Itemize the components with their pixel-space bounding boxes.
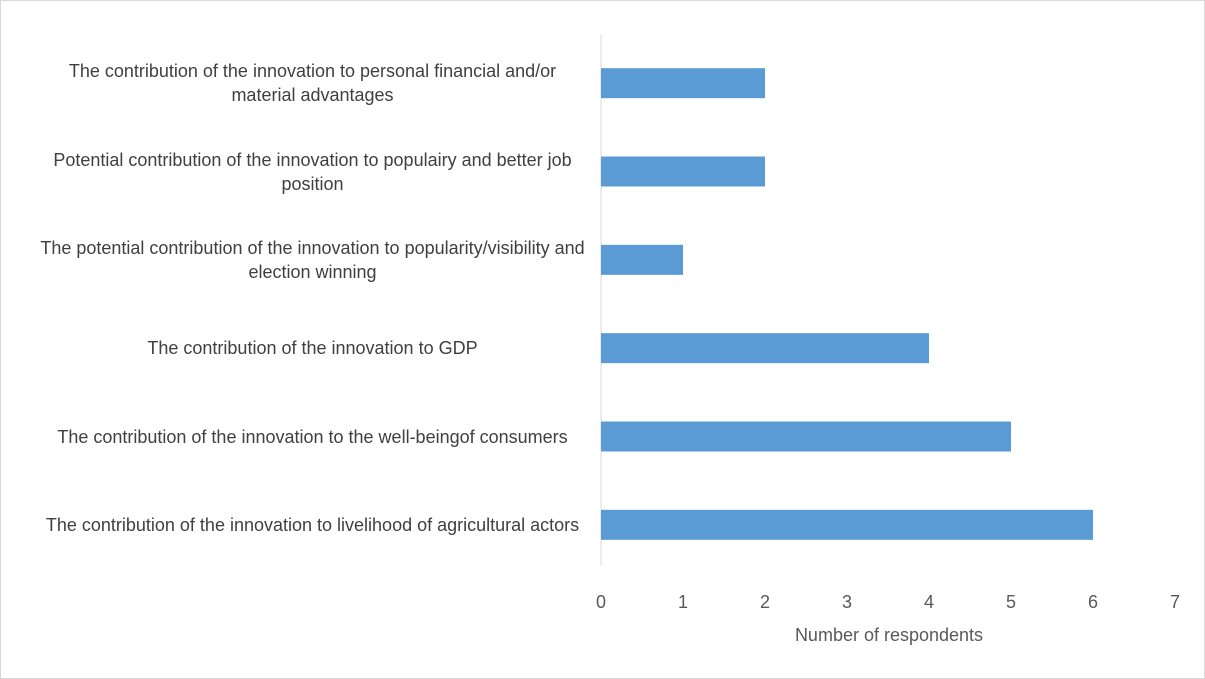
y-tick-label: The potential contribution of the innova…	[40, 237, 585, 282]
x-tick-label: 3	[842, 592, 852, 612]
x-tick-label: 6	[1088, 592, 1098, 612]
x-tick-label: 1	[678, 592, 688, 612]
bar	[601, 244, 683, 275]
x-tick-label: 7	[1170, 592, 1180, 612]
bar	[601, 333, 929, 364]
y-tick-label: The contribution of the innovation to pe…	[68, 61, 557, 106]
bar	[601, 509, 1093, 540]
y-tick-label: The contribution of the innovation to GD…	[147, 338, 478, 359]
x-tick-label: 5	[1006, 592, 1016, 612]
bar	[601, 421, 1011, 452]
y-tick-label: The contribution of the innovation to th…	[57, 426, 568, 447]
x-axis-title: Number of respondents	[795, 625, 983, 645]
bar	[601, 68, 765, 99]
bar	[601, 156, 765, 187]
x-tick-label: 2	[760, 592, 770, 612]
x-tick-label: 4	[924, 592, 934, 612]
y-tick-label: The contribution of the innovation to li…	[45, 514, 580, 535]
x-tick-label: 0	[596, 592, 606, 612]
y-tick-label: Potential contribution of the innovation…	[53, 149, 572, 194]
